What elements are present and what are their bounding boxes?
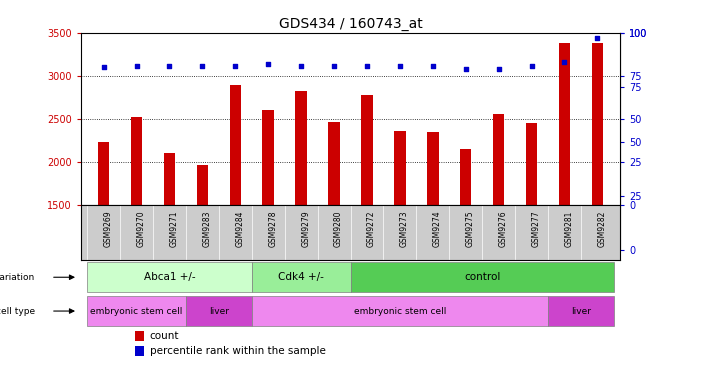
- Bar: [98, 142, 109, 334]
- Text: GSM9281: GSM9281: [564, 210, 573, 247]
- Point: [559, 59, 570, 65]
- Bar: [135, 346, 144, 356]
- Text: GSM9272: GSM9272: [367, 210, 376, 247]
- Bar: [252, 296, 548, 326]
- Point: [329, 63, 340, 68]
- Text: genotype/variation: genotype/variation: [0, 273, 35, 282]
- Bar: [186, 296, 252, 326]
- Text: GSM9284: GSM9284: [236, 210, 245, 247]
- Bar: [493, 114, 504, 334]
- Point: [460, 76, 471, 82]
- Bar: [361, 95, 373, 334]
- Text: GSM9276: GSM9276: [498, 210, 508, 247]
- Text: Abca1 +/-: Abca1 +/-: [144, 272, 196, 282]
- Text: liver: liver: [571, 307, 591, 315]
- Point: [230, 63, 241, 68]
- Point: [98, 64, 109, 70]
- Point: [296, 71, 307, 77]
- Point: [394, 71, 405, 77]
- Point: [164, 63, 175, 68]
- Bar: [295, 92, 307, 334]
- Bar: [328, 122, 340, 334]
- Text: GSM9280: GSM9280: [334, 210, 343, 247]
- Bar: [229, 85, 241, 334]
- Text: GSM9274: GSM9274: [433, 210, 442, 247]
- Bar: [164, 153, 175, 334]
- Text: GSM9277: GSM9277: [531, 210, 540, 247]
- Bar: [135, 331, 144, 341]
- Point: [230, 71, 241, 77]
- Text: Cdk4 +/-: Cdk4 +/-: [278, 272, 324, 282]
- Text: GSM9275: GSM9275: [465, 210, 475, 247]
- Text: count: count: [150, 331, 179, 341]
- Point: [131, 71, 142, 77]
- Bar: [262, 109, 274, 334]
- Text: cell type: cell type: [0, 307, 35, 315]
- Point: [131, 63, 142, 68]
- Bar: [87, 296, 186, 326]
- Bar: [427, 132, 439, 334]
- Point: [493, 76, 504, 82]
- Point: [493, 66, 504, 72]
- Bar: [350, 262, 614, 292]
- Point: [329, 71, 340, 77]
- Text: percentile rank within the sample: percentile rank within the sample: [150, 346, 325, 356]
- Point: [394, 63, 405, 68]
- Text: liver: liver: [209, 307, 229, 315]
- Point: [427, 63, 438, 68]
- Text: GSM9269: GSM9269: [104, 210, 113, 247]
- Point: [592, 37, 603, 42]
- Point: [559, 67, 570, 73]
- Bar: [526, 123, 537, 334]
- Bar: [592, 43, 603, 334]
- Point: [263, 69, 274, 75]
- Bar: [131, 117, 142, 334]
- Bar: [460, 149, 472, 334]
- Point: [98, 74, 109, 79]
- Point: [361, 63, 372, 68]
- Point: [361, 71, 372, 77]
- Point: [296, 63, 307, 68]
- Point: [164, 71, 175, 77]
- Text: GSM9278: GSM9278: [268, 210, 277, 247]
- Point: [197, 71, 208, 77]
- Bar: [252, 262, 350, 292]
- Point: [460, 66, 471, 72]
- Text: embryonic stem cell: embryonic stem cell: [354, 307, 446, 315]
- Point: [263, 61, 274, 67]
- Point: [427, 71, 438, 77]
- Text: GSM9279: GSM9279: [301, 210, 310, 247]
- Text: GSM9283: GSM9283: [203, 210, 212, 247]
- Bar: [394, 131, 406, 334]
- Point: [592, 35, 603, 41]
- Point: [526, 63, 537, 68]
- Text: embryonic stem cell: embryonic stem cell: [90, 307, 183, 315]
- Point: [197, 63, 208, 68]
- Text: GSM9282: GSM9282: [597, 210, 606, 247]
- Text: GSM9273: GSM9273: [400, 210, 409, 247]
- Bar: [197, 165, 208, 334]
- Text: GSM9270: GSM9270: [137, 210, 146, 247]
- Text: GSM9271: GSM9271: [170, 210, 179, 247]
- Text: control: control: [464, 272, 501, 282]
- Bar: [87, 262, 252, 292]
- Bar: [559, 43, 570, 334]
- Bar: [548, 296, 614, 326]
- Point: [526, 71, 537, 77]
- Title: GDS434 / 160743_at: GDS434 / 160743_at: [278, 16, 423, 30]
